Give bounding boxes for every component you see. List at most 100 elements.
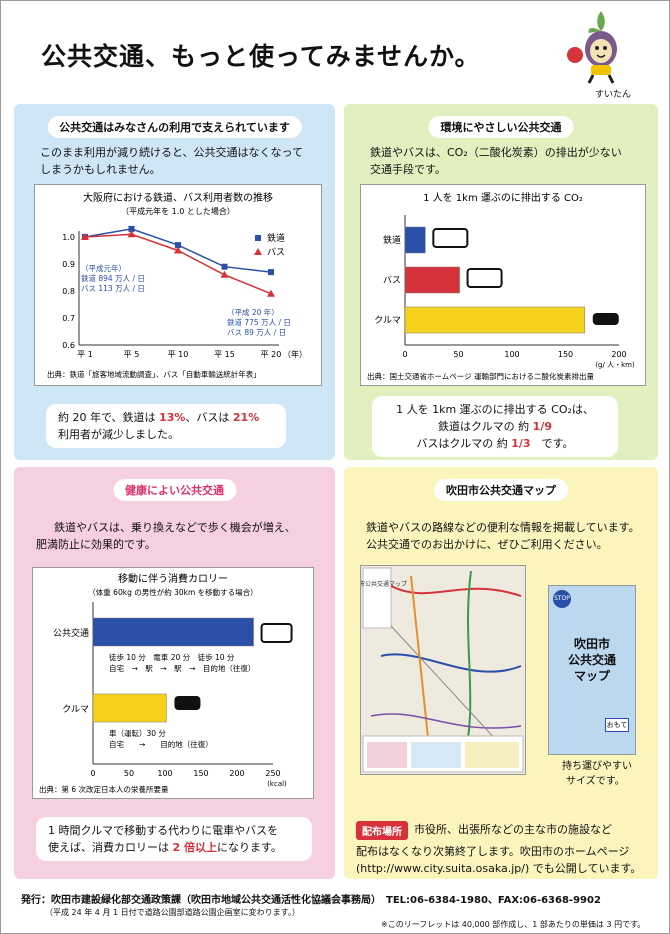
train-icon <box>260 623 293 643</box>
x-tick-label: 200 <box>229 769 244 778</box>
bus-icon <box>466 268 503 288</box>
bar <box>92 693 167 723</box>
car-icon <box>174 696 201 710</box>
panel-description: 鉄道やバスは、乗り換えなどで歩く機会が増え、 肥満防止に効果的です。 <box>36 521 296 551</box>
panel-public-support: 公共交通はみなさんの利用で支えられています このまま利用が減り続けると、公共交通… <box>14 104 335 460</box>
category-label: 鉄道 <box>383 234 401 246</box>
panel-title: 吹田市公共交通マップ <box>434 479 568 501</box>
bar <box>404 306 586 334</box>
data-point <box>81 233 89 240</box>
bar-detail: 自宅 → 目的地（往復） <box>109 739 213 749</box>
stop-sign-icon: STOP <box>553 590 571 608</box>
x-tick-label: 150 <box>193 769 208 778</box>
transit-map-image: 吹田市公共交通マップ <box>347 565 526 775</box>
data-point <box>127 230 136 238</box>
map-label: 吹田市公共交通マップ <box>361 580 407 588</box>
y-tick-label: 0.7 <box>62 314 75 323</box>
data-point <box>268 269 274 276</box>
x-tick-label: 200 <box>611 350 626 359</box>
bar <box>404 266 460 294</box>
mascot-suitan-icon <box>567 11 617 84</box>
y-tick-label: 1.0 <box>62 233 75 242</box>
data-point <box>267 289 275 297</box>
x-tick-label: 150 <box>558 350 573 359</box>
chart-subtitle: （体重 60kg の男性が約 30km を移動する場合） <box>88 587 257 597</box>
car-icon <box>592 313 619 325</box>
legend-marker <box>254 248 262 255</box>
x-axis-unit: (g/ 人・km) <box>595 361 635 369</box>
annotation-start: 鉄道 894 万人 / 日 <box>81 273 145 283</box>
annotation-end: 鉄道 775 万人 / 日 <box>227 317 291 327</box>
chart-title: 大阪府における鉄道、バス利用者数の推移 <box>83 191 273 204</box>
panel-transit-map: 吹田市公共交通マップ 鉄道やバスの路線などの便利な情報を掲載しています。 公共交… <box>344 467 658 879</box>
map-graphic: 吹田市公共交通マップ <box>347 566 525 774</box>
legend-label: 鉄道 <box>267 232 285 244</box>
co2-chart-box: 1 人を 1km 運ぶのに排出する CO₂ 0 50 100 150 200 (g/ 人・k… <box>360 184 646 386</box>
chart-source: 出典：鉄道「旅客地域流動調査」、バス「自動車輸送統計年表」 <box>47 369 261 379</box>
portable-note: 持ち運びやすい サイズです。 <box>562 761 632 787</box>
x-tick-label: 100 <box>504 350 519 359</box>
data-point <box>174 246 182 254</box>
data-point <box>221 263 228 270</box>
train-icon <box>432 228 469 248</box>
publisher-note: （平成 24 年 4 月 1 日付で道路公園部道路公園企画室に変わります。） <box>45 908 300 917</box>
x-tick-label: 平 20 <box>261 350 282 359</box>
distribution-places: 市役所、出張所などの主な市の施設など <box>414 823 612 836</box>
ridership-line-chart: 大阪府における鉄道、バス利用者数の推移 （平成元年を 1.0 とした場合） 0.6 0… <box>47 191 307 379</box>
x-tick-label: 平 15 <box>214 350 235 359</box>
x-tick-label: 0 <box>90 769 95 778</box>
panel-description: 鉄道やバスは、CO₂（二酸化炭素）の排出が少ない 交通手段です。 <box>370 146 622 176</box>
category-label: クルマ <box>374 315 401 326</box>
bar <box>404 226 426 254</box>
panel-health: 健康によい公共交通 鉄道やバスは、乗り換えなどで歩く機会が増え、 肥満防止に効果… <box>14 467 335 879</box>
bar-detail: 車（運転）30 分 <box>109 728 166 738</box>
panel-title: 環境にやさしい公共交通 <box>428 116 574 138</box>
calorie-chart-box: 移動に伴う消費カロリー （体重 60kg の男性が約 30km を移動する場合） 0… <box>32 567 314 799</box>
annotation-end: （平成 20 年） <box>227 307 279 317</box>
co2-bar-chart: 1 人を 1km 運ぶのに排出する CO₂ 0 50 100 150 200 (g/ 人・k… <box>367 191 635 381</box>
chart-subtitle: （平成元年を 1.0 とした場合） <box>121 206 235 216</box>
x-tick-label: 平 10 <box>168 350 189 359</box>
ridership-chart-box: 大阪府における鉄道、バス利用者数の推移 （平成元年を 1.0 とした場合） 0.6 0… <box>34 184 322 386</box>
distribution-badge: 配布場所 <box>356 821 408 840</box>
page-title: 公共交通、もっと使ってみませんか。 <box>41 42 481 71</box>
data-point <box>128 225 135 232</box>
cover-sub: おもて <box>605 718 629 732</box>
category-label: 公共交通 <box>53 627 89 639</box>
category-label: クルマ <box>62 704 89 715</box>
category-label: バス <box>383 275 401 286</box>
chart-source: 出典：第 6 次改定日本人の栄養所要量 <box>39 784 169 794</box>
distribution-web: 配布はなくなり次第終了します。吹田市のホームページ (http://www.ci… <box>356 845 642 875</box>
chart-title: 移動に伴う消費カロリー <box>118 572 228 585</box>
y-tick-label: 0.8 <box>62 287 75 296</box>
panel-description: このまま利用が減り続けると、公共交通はなくなって しまうかもしれません。 <box>40 146 304 176</box>
co2-summary: 1 人を 1km 運ぶのに排出する CO₂は、 鉄道はクルマの 約 1/9 バス… <box>372 396 618 457</box>
x-axis-unit: (kcal) <box>267 780 287 788</box>
panel-title: 公共交通はみなさんの利用で支えられています <box>47 116 302 138</box>
publisher-line: 発行：吹田市建設緑化部交通政策課（吹田市地域公共交通活性化協議会事務局） TEL… <box>21 895 601 906</box>
y-tick-label: 0.9 <box>62 260 75 269</box>
ridership-summary: 約 20 年で、鉄道は 13%、バスは 21% 利用者が減少しました。 <box>46 404 286 448</box>
chart-source: 出典：国土交通省ホームページ 運輸部門における二酸化炭素排出量 <box>367 371 595 381</box>
legend-label: バス <box>267 247 285 258</box>
panel-environment: 環境にやさしい公共交通 鉄道やバスは、CO₂（二酸化炭素）の排出が少ない 交通手… <box>344 104 658 460</box>
calorie-summary: 1 時間クルマで移動する代わりに電車やバスを 使えば、消費カロリーは 2 倍以上… <box>36 817 312 861</box>
panel-description: 鉄道やバスの路線などの便利な情報を掲載しています。 公共交通でのお出かけに、ぜひ… <box>366 521 640 551</box>
calorie-bar-chart: 移動に伴う消費カロリー （体重 60kg の男性が約 30km を移動する場合） 0… <box>39 572 293 794</box>
mascot-name: すいたん <box>595 90 632 100</box>
x-tick-label: 50 <box>453 350 463 359</box>
map-cover: STOP 吹田市 公共交通 マップ おもて <box>548 585 636 755</box>
x-tick-label: 0 <box>402 350 407 359</box>
x-tick-label: 50 <box>124 769 134 778</box>
x-tick-label: 平 1 <box>77 350 93 359</box>
annotation-start: （平成元年） <box>81 263 126 273</box>
x-tick-label: 100 <box>157 769 172 778</box>
chart-title: 1 人を 1km 運ぶのに排出する CO₂ <box>423 191 583 204</box>
y-tick-label: 0.6 <box>62 341 75 350</box>
bar-detail: 自宅 → 駅 → 駅 → 目的地（往復） <box>109 663 255 673</box>
bar <box>92 617 254 647</box>
print-note: ※このリーフレットは 40,000 部作成し、1 部あたりの単価は 3 円です。 <box>381 920 646 929</box>
data-point <box>220 270 229 278</box>
annotation-start: バス 113 万人 / 日 <box>81 284 145 293</box>
